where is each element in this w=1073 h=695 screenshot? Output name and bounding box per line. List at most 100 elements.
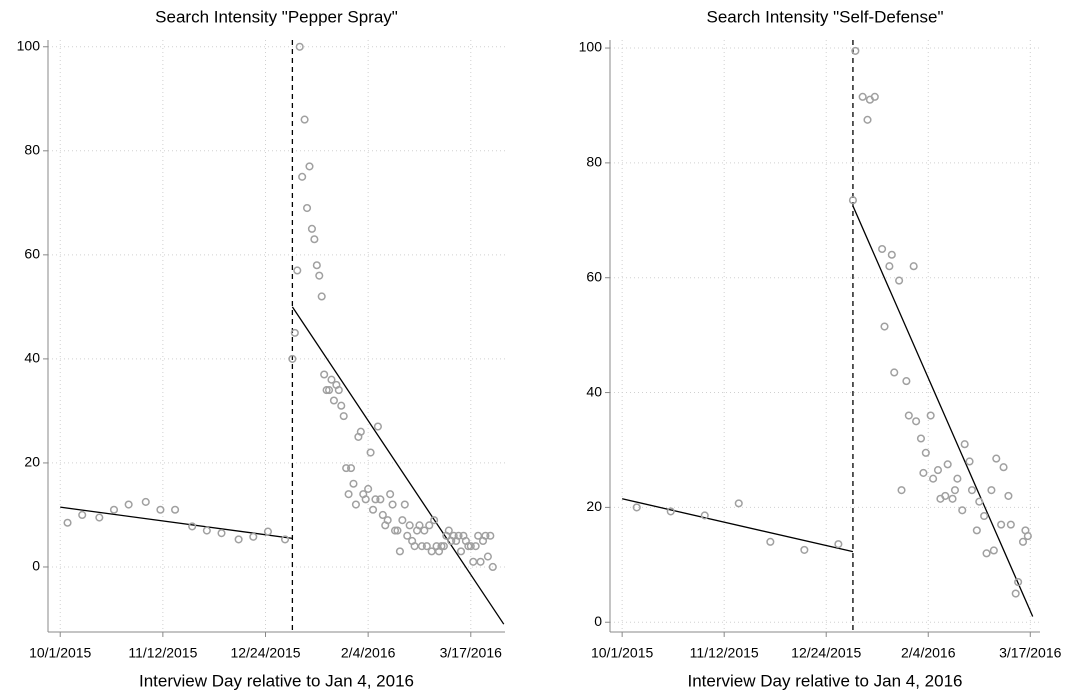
data-point <box>312 261 321 270</box>
chart-title: Search Intensity "Pepper Spray" <box>155 7 398 26</box>
x-axis-label: Interview Day relative to Jan 4, 2016 <box>139 671 414 690</box>
data-point <box>992 454 1001 463</box>
data-point <box>895 276 904 285</box>
data-point <box>800 545 809 554</box>
data-point <box>337 401 346 410</box>
data-point <box>364 484 373 493</box>
data-point <box>405 521 414 530</box>
data-point <box>171 505 180 514</box>
data-point <box>469 557 478 566</box>
y-tick-label: 100 <box>17 37 41 53</box>
x-tick-label: 12/24/2015 <box>791 645 861 661</box>
data-point <box>454 531 463 540</box>
data-point <box>912 417 921 426</box>
data-point <box>632 503 641 512</box>
data-point <box>486 531 495 540</box>
data-point <box>109 505 119 514</box>
y-tick-label: 0 <box>32 558 40 574</box>
y-tick-label: 80 <box>586 154 602 170</box>
data-point <box>700 511 709 520</box>
y-tick-label: 60 <box>24 246 40 262</box>
data-point <box>916 434 926 443</box>
data-point <box>202 526 211 535</box>
data-point <box>909 262 918 271</box>
data-point <box>929 474 938 483</box>
data-point <box>1004 491 1013 500</box>
data-point <box>386 490 395 499</box>
data-point <box>476 557 485 566</box>
data-point <box>948 494 957 503</box>
data-point <box>346 464 356 473</box>
data-point <box>376 495 385 504</box>
data-point <box>834 540 843 549</box>
data-point <box>488 562 497 572</box>
data-point <box>305 162 314 171</box>
data-point <box>471 542 480 551</box>
data-point <box>437 542 446 551</box>
data-point <box>444 526 453 535</box>
data-point <box>417 542 426 551</box>
fit-line <box>622 498 854 553</box>
data-point <box>982 549 991 558</box>
data-point <box>95 513 104 522</box>
x-tick-label: 3/17/2016 <box>999 645 1061 661</box>
data-point <box>1014 577 1023 587</box>
data-point <box>263 527 272 536</box>
data-point <box>368 505 378 514</box>
data-point <box>851 46 860 55</box>
data-point <box>415 521 424 530</box>
fit-line <box>60 506 293 540</box>
data-point <box>919 468 928 477</box>
x-axis-label: Interview Day relative to Jan 4, 2016 <box>688 671 963 690</box>
data-point <box>848 196 857 205</box>
data-point <box>880 322 889 331</box>
fit-line <box>291 306 505 625</box>
data-point <box>863 115 872 124</box>
data-point <box>366 448 375 457</box>
data-point <box>878 244 887 254</box>
data-point <box>344 490 353 499</box>
y-tick-label: 60 <box>586 268 602 284</box>
data-point <box>904 411 913 420</box>
data-point <box>315 271 324 280</box>
data-point <box>141 497 150 506</box>
data-point <box>439 542 448 551</box>
x-tick-label: 10/1/2015 <box>591 645 653 661</box>
data-point <box>950 486 960 495</box>
data-point <box>351 500 360 509</box>
data-point <box>858 92 867 101</box>
data-point <box>902 377 911 386</box>
data-point <box>188 522 197 531</box>
data-point <box>124 500 133 509</box>
data-point <box>430 516 439 525</box>
data-point <box>425 521 434 530</box>
data-point <box>885 262 894 271</box>
data-point <box>388 500 397 509</box>
data-point <box>1011 589 1020 598</box>
data-point <box>965 457 974 466</box>
x-tick-label: 2/4/2016 <box>341 645 396 661</box>
data-point <box>870 92 879 101</box>
data-point <box>958 506 967 515</box>
data-point <box>466 542 475 551</box>
data-point <box>395 547 404 556</box>
data-point <box>300 115 309 124</box>
data-point <box>290 328 299 337</box>
data-point <box>766 537 775 546</box>
data-point <box>980 511 989 521</box>
data-point <box>941 491 950 500</box>
data-point <box>400 500 409 509</box>
data-point <box>393 526 402 535</box>
data-point <box>234 535 243 544</box>
data-point <box>78 510 87 520</box>
data-point <box>953 474 962 483</box>
x-tick-label: 3/17/2016 <box>440 645 502 661</box>
data-point <box>481 531 490 540</box>
y-tick-label: 100 <box>579 39 603 55</box>
data-point <box>302 203 312 213</box>
data-point <box>420 526 429 535</box>
y-tick-label: 20 <box>586 498 602 514</box>
y-tick-label: 0 <box>594 613 602 629</box>
data-point <box>456 547 466 556</box>
